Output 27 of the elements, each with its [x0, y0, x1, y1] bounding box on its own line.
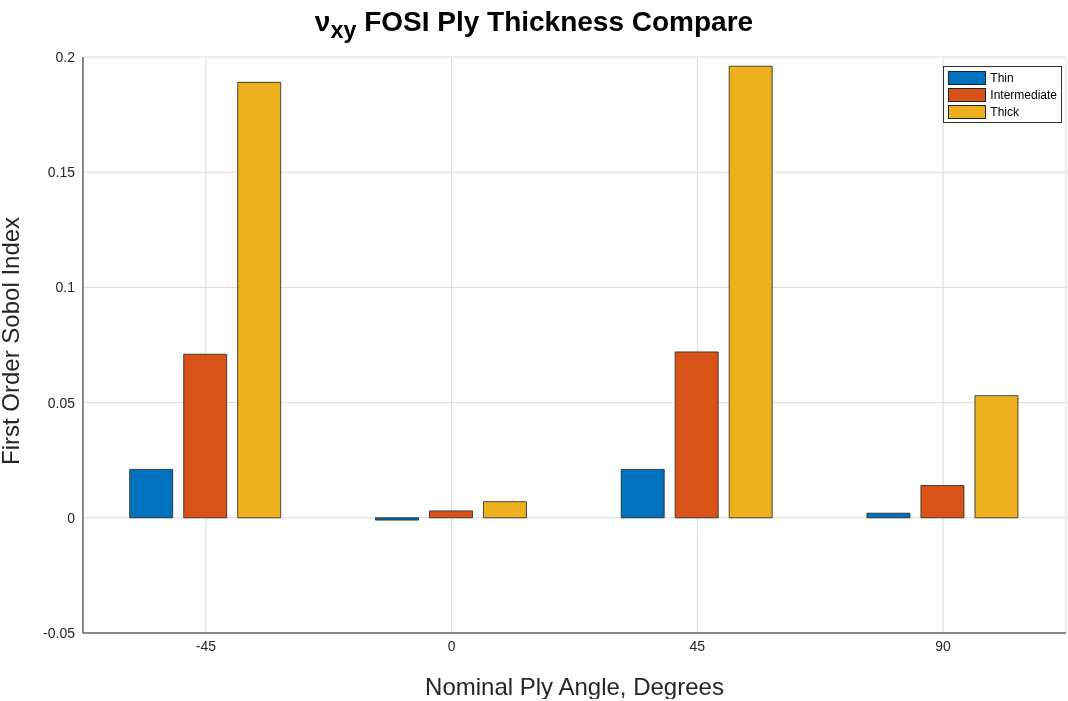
bar — [483, 501, 527, 519]
bar — [375, 517, 419, 521]
x-tick-label: 90 — [935, 637, 952, 654]
bar — [920, 485, 965, 519]
bar — [237, 81, 282, 519]
bar — [129, 469, 174, 519]
y-tick-label: -0.05 — [43, 624, 76, 641]
y-axis-title: First Order Sobol Index — [0, 216, 24, 465]
bar — [974, 395, 1019, 519]
chart-title: ν$_{xy}$ FOSI Ply Thickness Compare — [313, 6, 755, 44]
bar — [429, 510, 473, 519]
legend-label: Intermediate — [990, 87, 1057, 102]
bar — [728, 65, 773, 519]
x-tick-label: 0 — [447, 637, 456, 654]
bar — [183, 353, 228, 519]
legend-label: Thin — [990, 70, 1014, 85]
legend-label: Thick — [990, 104, 1019, 119]
x-tick-label: 45 — [689, 637, 706, 654]
y-tick-label: 0.05 — [47, 394, 76, 411]
bar — [866, 512, 911, 519]
bar — [620, 469, 665, 519]
bar — [674, 351, 719, 519]
y-tick-label: 0.1 — [55, 279, 76, 296]
y-tick-label: 0 — [67, 509, 76, 526]
y-tick-label: 0.2 — [55, 48, 76, 65]
y-tick-label: 0.15 — [47, 164, 76, 181]
x-tick-label: -45 — [195, 637, 217, 654]
